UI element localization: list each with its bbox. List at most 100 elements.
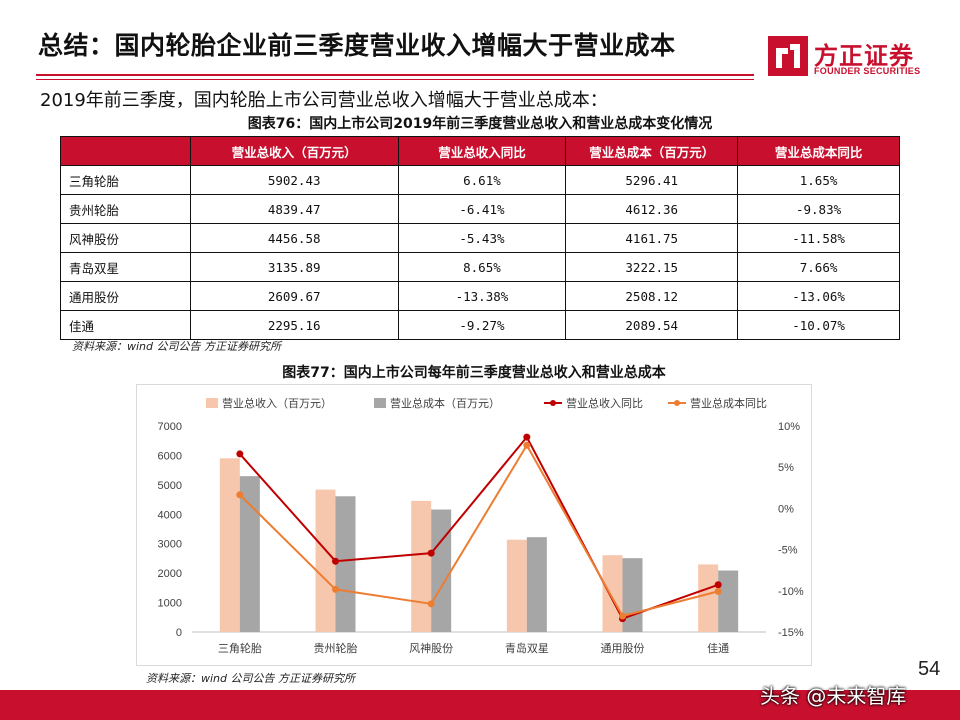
- y-right-tick-label: -15%: [778, 627, 804, 639]
- legend-label: 营业总收入同比: [566, 396, 643, 410]
- point-revenue-yoy: [332, 557, 339, 565]
- table-row: 佳通 2295.16 -9.27% 2089.54 -10.07%: [60, 310, 900, 340]
- point-revenue-yoy: [236, 450, 244, 458]
- brand-logo: 方正证券 FOUNDER SECURITIES: [766, 34, 936, 82]
- bar-revenue: [602, 555, 623, 632]
- x-tick-label: 青岛双星: [505, 641, 549, 655]
- legend-label: 营业总成本同比: [690, 396, 767, 410]
- header-cell-revenue: 营业总收入（百万元）: [189, 136, 399, 166]
- point-revenue-yoy: [523, 433, 531, 441]
- point-revenue-yoy: [714, 581, 722, 589]
- table-row: 贵州轮胎 4839.47 -6.41% 4612.36 -9.83%: [60, 194, 900, 224]
- revenue-yoy-cell: 6.61%: [397, 165, 567, 195]
- cost-cell: 2508.12: [565, 281, 739, 311]
- bar-cost: [239, 476, 260, 632]
- point-cost-yoy: [236, 491, 244, 499]
- table-header-row: 营业总收入（百万元） 营业总收入同比 营业总成本（百万元） 营业总成本同比: [60, 136, 900, 166]
- cost-cell: 4612.36: [565, 194, 739, 224]
- bar-revenue: [698, 564, 719, 632]
- revenue-yoy-cell: -6.41%: [397, 194, 567, 224]
- header-cell-cost: 营业总成本（百万元）: [565, 136, 739, 166]
- header-rule-thin: [36, 79, 754, 80]
- chart-caption: 图表77：国内上市公司每年前三季度营业总收入和营业总成本: [282, 365, 666, 381]
- revenue-cell: 3135.89: [189, 252, 399, 282]
- bar-revenue: [411, 500, 432, 632]
- bar-cost: [718, 570, 739, 632]
- revenue-yoy-cell: -13.38%: [397, 281, 567, 311]
- table-source-note: 资料来源：wind 公司公告 方正证券研究所: [72, 340, 281, 353]
- company-name: 通用股份: [60, 281, 191, 311]
- legend-marker: [674, 400, 680, 406]
- table-row: 三角轮胎 5902.43 6.61% 5296.41 1.65%: [60, 165, 900, 195]
- point-cost-yoy: [619, 612, 626, 620]
- x-tick-label: 佳通: [707, 641, 729, 655]
- cost-yoy-cell: 1.65%: [737, 165, 900, 195]
- logo-cn-text: 方正证券: [814, 42, 914, 70]
- y-left-tick-label: 7000: [158, 421, 182, 433]
- bar-cost: [526, 537, 547, 632]
- legend-marker: [550, 400, 556, 406]
- header-rule: [36, 74, 754, 76]
- chart-source-note: 资料来源：wind 公司公告 方正证券研究所: [146, 672, 355, 685]
- section-subtitle: 2019年前三季度，国内轮胎上市公司营业总收入增幅大于营业总成本：: [40, 90, 608, 111]
- legend-swatch: [374, 398, 386, 408]
- revenue-cell: 5902.43: [189, 165, 399, 195]
- y-right-tick-label: 10%: [778, 421, 800, 433]
- page-title: 总结：国内轮胎企业前三季度营业收入增幅大于营业成本: [38, 31, 676, 60]
- footer-bar: [0, 690, 960, 720]
- table-row: 风神股份 4456.58 -5.43% 4161.75 -11.58%: [60, 223, 900, 253]
- y-right-tick-label: -10%: [778, 586, 804, 598]
- watermark-text: 头条 @未来智库: [760, 684, 907, 708]
- table-row: 青岛双星 3135.89 8.65% 3222.15 7.66%: [60, 252, 900, 282]
- bar-cost: [431, 509, 452, 632]
- header-cell-revenue-yoy: 营业总收入同比: [397, 136, 567, 166]
- point-revenue-yoy: [427, 549, 435, 557]
- bar-revenue: [315, 489, 336, 632]
- revenue-cell: 2609.67: [189, 281, 399, 311]
- point-cost-yoy: [523, 441, 531, 449]
- cost-cell: 4161.75: [565, 223, 739, 253]
- y-left-tick-label: 5000: [158, 480, 182, 492]
- revenue-yoy-cell: -9.27%: [397, 310, 567, 340]
- data-table: 营业总收入（百万元） 营业总收入同比 营业总成本（百万元） 营业总成本同比 三角…: [60, 136, 900, 340]
- company-name: 佳通: [60, 310, 191, 340]
- y-right-tick-label: 0%: [778, 503, 794, 515]
- y-left-tick-label: 4000: [158, 509, 182, 521]
- cost-yoy-cell: -9.83%: [737, 194, 900, 224]
- table-caption: 图表76：国内上市公司2019年前三季度营业总收入和营业总成本变化情况: [247, 116, 713, 132]
- cost-cell: 2089.54: [565, 310, 739, 340]
- combo-chart: 0 1000 2000 3000 4000 5000 6000 7000 -15% -10% -5%…: [136, 384, 812, 666]
- x-tick-label: 风神股份: [409, 641, 453, 655]
- revenue-yoy-cell: -5.43%: [397, 223, 567, 253]
- legend-swatch: [206, 398, 218, 408]
- y-left-tick-label: 0: [176, 627, 182, 639]
- line-cost-yoy: [239, 443, 719, 618]
- cost-yoy-cell: 7.66%: [737, 252, 900, 282]
- logo-en-text: FOUNDER SECURITIES: [814, 66, 921, 76]
- cost-cell: 5296.41: [565, 165, 739, 195]
- line-revenue-yoy: [239, 435, 719, 620]
- company-name: 三角轮胎: [60, 165, 191, 195]
- founder-logo-icon: [768, 36, 808, 76]
- revenue-yoy-cell: 8.65%: [397, 252, 567, 282]
- legend-label: 营业总成本（百万元）: [390, 396, 500, 410]
- revenue-cell: 4456.58: [189, 223, 399, 253]
- company-name: 贵州轮胎: [60, 194, 191, 224]
- point-cost-yoy: [332, 585, 339, 593]
- header-cell-cost-yoy: 营业总成本同比: [737, 136, 900, 166]
- x-tick-label: 贵州轮胎: [314, 641, 358, 655]
- company-name: 风神股份: [60, 223, 191, 253]
- cost-yoy-cell: -10.07%: [737, 310, 900, 340]
- revenue-cell: 4839.47: [189, 194, 399, 224]
- x-tick-label: 三角轮胎: [218, 641, 262, 655]
- revenue-cell: 2295.16: [189, 310, 399, 340]
- y-left-tick-label: 2000: [158, 568, 182, 580]
- cost-yoy-cell: -11.58%: [737, 223, 900, 253]
- company-name: 青岛双星: [60, 252, 191, 282]
- bar-cost: [622, 558, 643, 632]
- y-right-tick-label: 5%: [778, 462, 794, 474]
- y-left-tick-label: 1000: [158, 598, 182, 610]
- x-tick-label: 通用股份: [601, 642, 645, 655]
- point-cost-yoy: [714, 587, 722, 595]
- table-row: 通用股份 2609.67 -13.38% 2508.12 -13.06%: [60, 281, 900, 311]
